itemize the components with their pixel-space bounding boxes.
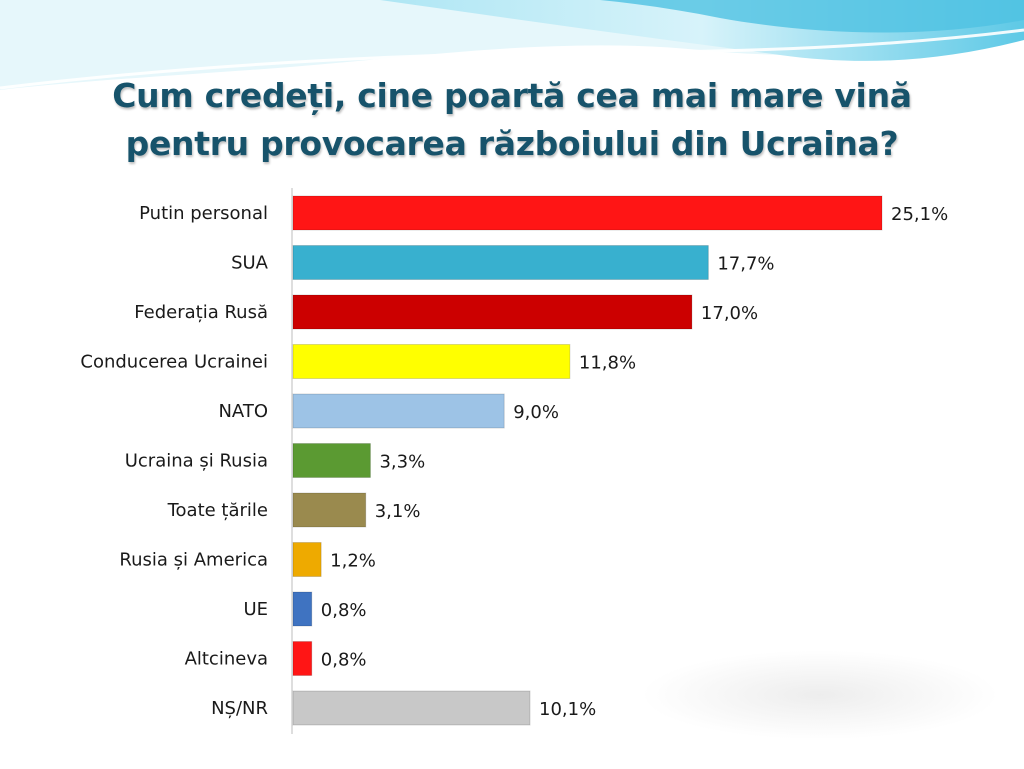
value-label: 9,0%: [513, 402, 559, 423]
bar: [292, 393, 505, 429]
value-label: 0,8%: [321, 650, 367, 671]
bar: [292, 443, 371, 478]
bar: [292, 195, 883, 231]
category-label: Ucraina și Rusia: [125, 451, 268, 472]
category-label: UE: [243, 599, 268, 620]
bar: [292, 641, 313, 676]
category-label: Conducerea Ucrainei: [80, 352, 268, 373]
chart-title: Cum credeți, cine poartă cea mai mare vi…: [0, 72, 1024, 168]
value-label: 3,3%: [379, 452, 425, 473]
photo-glare: [640, 650, 1000, 740]
bar: [292, 591, 313, 627]
category-label: Toate țările: [167, 500, 268, 521]
value-label: 25,1%: [891, 204, 948, 225]
category-label: NȘ/NR: [211, 698, 268, 719]
value-label: 10,1%: [539, 699, 596, 720]
value-label: 1,2%: [330, 551, 376, 572]
bar: [292, 245, 709, 280]
bars-group: Putin personal 25,1% SUA 17,7% Federația Rus…: [80, 195, 948, 726]
value-label: 17,7%: [717, 254, 774, 275]
category-label: Putin personal: [139, 203, 268, 224]
value-label: 11,8%: [579, 353, 636, 374]
category-label: SUA: [231, 253, 269, 274]
category-label: Rusia și America: [119, 550, 268, 571]
bar: [292, 690, 531, 726]
chart-title-line-1: Cum credeți, cine poartă cea mai mare vi…: [112, 76, 912, 115]
bar: [292, 294, 693, 330]
value-label: 3,1%: [375, 501, 421, 522]
category-label: NATO: [218, 401, 268, 422]
bar: [292, 492, 367, 528]
chart-title-line-2: pentru provocarea războiului din Ucraina…: [125, 124, 899, 163]
bar: [292, 542, 322, 577]
category-label: Federația Rusă: [134, 302, 268, 323]
category-label: Altcineva: [185, 649, 268, 670]
bar: [292, 344, 571, 379]
decorative-wave-header: [0, 0, 1024, 90]
value-label: 0,8%: [321, 600, 367, 621]
value-label: 17,0%: [701, 303, 758, 324]
